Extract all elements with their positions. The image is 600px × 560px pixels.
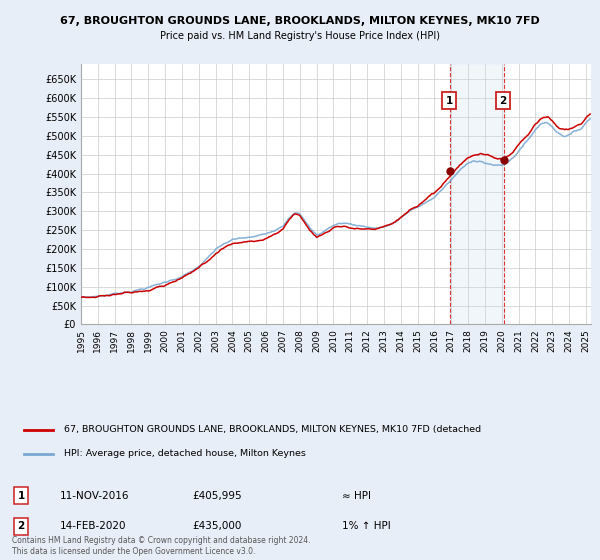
- Text: 2: 2: [17, 521, 25, 531]
- Text: Contains HM Land Registry data © Crown copyright and database right 2024.
This d: Contains HM Land Registry data © Crown c…: [12, 536, 311, 556]
- Text: HPI: Average price, detached house, Milton Keynes: HPI: Average price, detached house, Milt…: [64, 449, 306, 458]
- Text: £405,995: £405,995: [192, 491, 242, 501]
- Text: 11-NOV-2016: 11-NOV-2016: [60, 491, 130, 501]
- Text: ≈ HPI: ≈ HPI: [342, 491, 371, 501]
- Text: 2: 2: [499, 96, 506, 106]
- Bar: [450, 64, 504, 324]
- Text: 67, BROUGHTON GROUNDS LANE, BROOKLANDS, MILTON KEYNES, MK10 7FD: 67, BROUGHTON GROUNDS LANE, BROOKLANDS, …: [60, 16, 540, 26]
- Text: 1: 1: [445, 96, 452, 106]
- Text: 1% ↑ HPI: 1% ↑ HPI: [342, 521, 391, 531]
- Text: 1: 1: [17, 491, 25, 501]
- Text: 14-FEB-2020: 14-FEB-2020: [60, 521, 127, 531]
- Text: £435,000: £435,000: [192, 521, 241, 531]
- Text: 67, BROUGHTON GROUNDS LANE, BROOKLANDS, MILTON KEYNES, MK10 7FD (detached: 67, BROUGHTON GROUNDS LANE, BROOKLANDS, …: [64, 425, 481, 434]
- Text: Price paid vs. HM Land Registry's House Price Index (HPI): Price paid vs. HM Land Registry's House …: [160, 31, 440, 41]
